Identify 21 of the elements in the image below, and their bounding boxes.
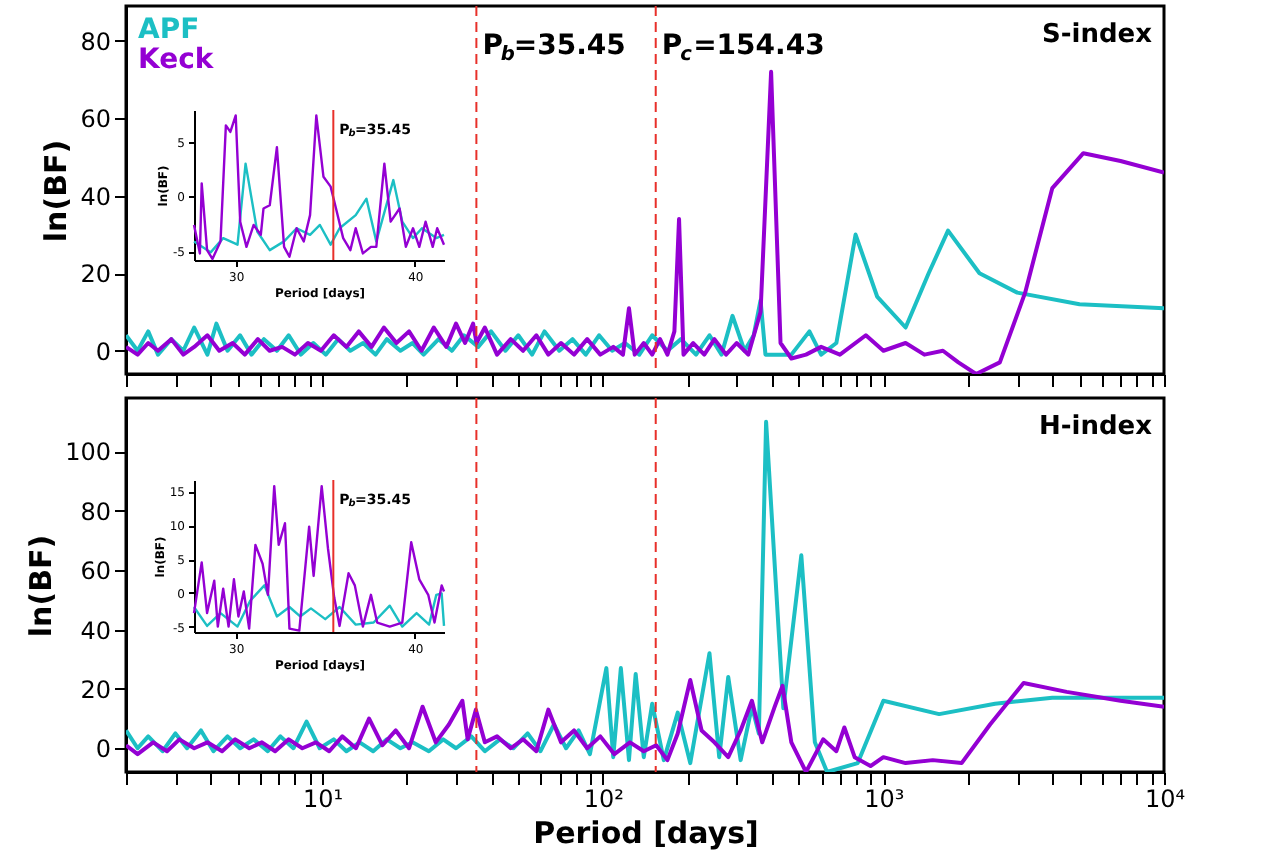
y-tick-label: 60	[80, 557, 111, 586]
y-axis-title: ln(BF)	[38, 139, 75, 243]
x-tick-label: 10¹	[303, 785, 344, 813]
y-axis-title: ln(BF)	[23, 534, 60, 638]
x-tick-label: 10³	[864, 785, 905, 813]
y-tick-label: 0	[95, 735, 111, 764]
text: APF	[138, 14, 200, 46]
y-tick-label: 40	[80, 182, 111, 211]
text: S-index	[1042, 20, 1154, 50]
y-tick-label: 60	[80, 105, 111, 134]
y-tick-label: 80	[80, 27, 111, 56]
y-tick-label: 0	[95, 337, 111, 366]
text: Keck	[138, 44, 215, 76]
y-tick-label: 20	[80, 675, 111, 704]
x-tick-label: 10⁴	[1144, 785, 1186, 813]
text: H-index	[1039, 412, 1154, 442]
x-axis-title: Period [days]	[533, 815, 759, 851]
y-tick-label: 20	[80, 260, 111, 289]
x-tick-label: 10²	[583, 785, 625, 813]
y-tick-label: 100	[65, 438, 111, 467]
y-tick-label: 80	[80, 497, 111, 526]
